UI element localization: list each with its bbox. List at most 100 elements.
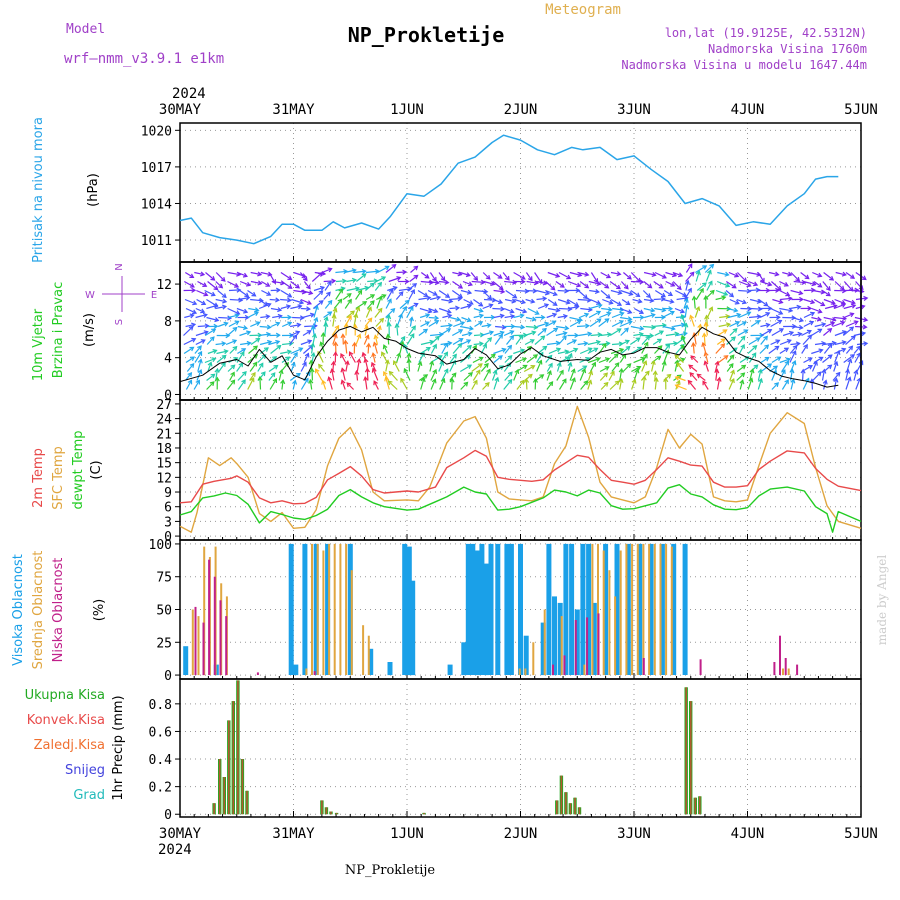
wind-arrow-head xyxy=(646,293,652,299)
wind-arrow-head xyxy=(478,356,484,362)
wind-arrow-head xyxy=(680,314,686,320)
wind-arrow xyxy=(854,352,861,363)
wind-arrow-head xyxy=(841,315,848,322)
wind-arrow-field xyxy=(183,263,869,391)
wind-arrow-head xyxy=(411,325,416,331)
wind-arrow xyxy=(227,307,240,315)
wind-arrow xyxy=(197,280,207,287)
wind-arrow xyxy=(473,307,483,312)
wind-arrow xyxy=(438,272,446,281)
wind-arrow-head xyxy=(287,293,293,298)
low-cloud-bar xyxy=(194,606,197,676)
wind-arrow xyxy=(363,335,369,345)
y-tick-label: 24 xyxy=(156,413,172,428)
wind-arrow xyxy=(824,304,837,310)
wind-arrow xyxy=(503,307,514,313)
wind-arrow-head xyxy=(189,313,195,319)
wind-arrow-head xyxy=(232,345,238,351)
wind-arrow xyxy=(459,271,470,277)
wind-arrow-head xyxy=(263,347,269,352)
wind-arrow xyxy=(706,281,713,291)
high-cloud-bar xyxy=(461,642,467,676)
wind-arrow xyxy=(781,379,789,390)
wind-arrow-head xyxy=(656,355,662,361)
wind-arrow xyxy=(813,356,823,364)
x-tick-bottom-4: 3JUN xyxy=(617,826,651,842)
wind-arrow xyxy=(663,289,673,296)
wind-arrow xyxy=(715,296,726,301)
wind-arrow-head xyxy=(797,331,803,337)
wind-arrow-head xyxy=(529,339,535,344)
wind-arrow-head xyxy=(211,328,217,334)
wind-arrow xyxy=(418,329,428,336)
wind-arrow xyxy=(717,271,729,276)
wind-arrow-head xyxy=(445,293,451,298)
wind-arrow xyxy=(569,271,582,277)
wind-arrow-head xyxy=(424,321,431,326)
wind-arrow xyxy=(460,382,468,390)
wind-arrow xyxy=(757,272,765,283)
wind-arrow-head xyxy=(230,364,236,370)
wind-arrow-head xyxy=(658,283,664,289)
wind-arrow xyxy=(376,296,382,309)
wind-arrow-head xyxy=(787,271,793,277)
wind-arrow-head xyxy=(478,313,485,319)
wind-arrow xyxy=(718,355,728,363)
high-cloud-bar xyxy=(580,543,586,675)
precip-legend-2: Zaledj.Kisa xyxy=(34,738,105,753)
wind-arrow-head xyxy=(677,272,684,278)
wind-arrow-head xyxy=(310,342,316,348)
wind-arrow xyxy=(823,343,833,354)
wind-arrow xyxy=(376,276,386,283)
wind-arrow xyxy=(631,366,641,373)
wind-arrow-head xyxy=(555,273,561,278)
wind-arrow-head xyxy=(243,325,249,331)
wind-arrow-head xyxy=(400,335,406,341)
wind-arrow-head xyxy=(478,308,484,313)
wind-arrow-head xyxy=(207,361,213,367)
wind-arrow-head xyxy=(432,368,437,374)
wind-arrow xyxy=(429,272,437,282)
wind-arrow-head xyxy=(682,292,688,297)
wind-arrow-head xyxy=(795,276,801,282)
wind-arrow-head xyxy=(403,343,408,349)
wind-arrow xyxy=(396,271,407,274)
wind-arrow-head xyxy=(767,281,773,287)
wind-arrow-head xyxy=(369,300,375,306)
wind-arrow-head xyxy=(440,377,446,383)
wind-arrow-head xyxy=(807,357,813,362)
wind-arrow-head xyxy=(212,349,218,354)
x-tick-bottom-3: 2JUN xyxy=(504,826,538,842)
wind-arrow xyxy=(706,307,713,318)
wind-arrow-head xyxy=(778,328,784,333)
wind-arrow xyxy=(300,298,312,305)
wind-arrow-head xyxy=(192,300,198,306)
wind-arrow xyxy=(747,345,757,354)
wind-arrow-head xyxy=(211,357,217,363)
wind-arrow xyxy=(313,286,325,292)
wind-arrow-head xyxy=(306,330,312,335)
wind-arrow xyxy=(599,372,608,381)
wind-arrow xyxy=(555,332,567,337)
wind-arrow xyxy=(736,298,747,304)
wind-arrow xyxy=(665,280,675,287)
conv-precip-bar xyxy=(321,800,323,815)
wind-arrow-head xyxy=(707,269,712,275)
wind-arrow-head xyxy=(786,339,792,344)
wind-arrow xyxy=(790,379,795,390)
wind-arrow-head xyxy=(658,330,665,335)
wind-arrow xyxy=(537,322,549,328)
wind-arrow xyxy=(619,354,627,363)
wind-arrow-head xyxy=(619,311,625,317)
wind-arrow xyxy=(546,327,558,337)
wind-arrow xyxy=(366,368,369,381)
wind-arrow-head xyxy=(821,368,827,374)
wind-arrow-head xyxy=(666,373,672,379)
wind-arrow-head xyxy=(749,368,755,374)
wind-arrow xyxy=(736,365,746,372)
wind-arrow xyxy=(247,354,258,363)
wind-arrow-head xyxy=(833,377,839,383)
wind-arrow-head xyxy=(697,323,703,329)
wind-arrow-head xyxy=(468,325,474,331)
wind-arrow xyxy=(331,325,340,336)
